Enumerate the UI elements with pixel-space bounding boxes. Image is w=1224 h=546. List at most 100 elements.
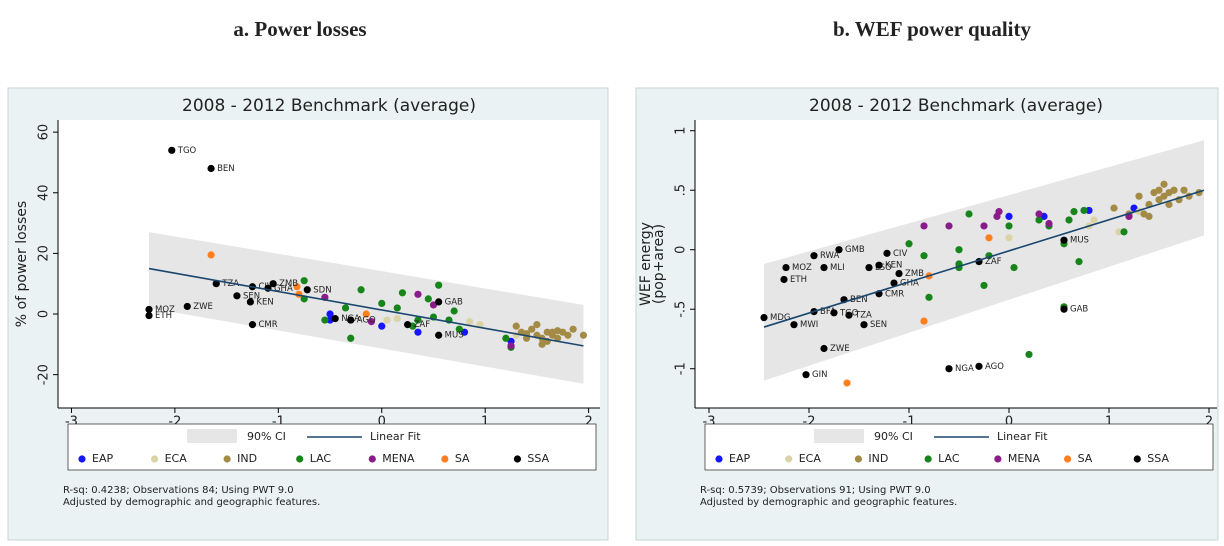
legend-label: IND bbox=[237, 452, 257, 465]
legend-label: EAP bbox=[92, 452, 113, 465]
data-point bbox=[890, 279, 898, 287]
data-point bbox=[347, 334, 355, 342]
data-point bbox=[1180, 186, 1188, 194]
legend-label: SA bbox=[455, 452, 470, 465]
legend-label: 90% CI bbox=[247, 430, 286, 443]
data-point bbox=[1065, 216, 1073, 224]
data-point bbox=[414, 328, 422, 336]
point-label: ZAF bbox=[985, 257, 1002, 267]
data-point bbox=[321, 316, 329, 324]
point-label: CIV bbox=[893, 249, 907, 259]
data-point bbox=[920, 252, 928, 260]
y-tick-label: -20 bbox=[37, 364, 52, 385]
data-point bbox=[293, 283, 301, 291]
data-point bbox=[183, 302, 191, 311]
data-point bbox=[269, 280, 277, 288]
data-point bbox=[875, 261, 883, 269]
point-label: CMR bbox=[885, 289, 904, 299]
data-point bbox=[362, 310, 370, 318]
data-point bbox=[435, 298, 443, 306]
point-label: AGO bbox=[357, 316, 376, 326]
data-point bbox=[920, 317, 928, 325]
data-point bbox=[810, 252, 818, 260]
data-point bbox=[233, 292, 241, 300]
data-point bbox=[980, 222, 988, 230]
data-point bbox=[303, 286, 311, 294]
data-point bbox=[404, 321, 412, 329]
x-tick-label: 0 bbox=[378, 415, 386, 430]
point-label: ZMB bbox=[905, 269, 924, 279]
point-label: MUS bbox=[445, 331, 464, 341]
legend-marker bbox=[223, 455, 231, 463]
data-point bbox=[1005, 222, 1013, 230]
point-label: MOZ bbox=[792, 263, 812, 273]
point-label: ZWE bbox=[830, 344, 850, 354]
legend-marker bbox=[785, 455, 793, 463]
data-point bbox=[1090, 216, 1098, 224]
note: Adjusted by demographic and geographic f… bbox=[700, 497, 957, 508]
x-tick-label: 2 bbox=[584, 415, 592, 430]
data-point bbox=[435, 281, 443, 289]
legend-label: Linear Fit bbox=[997, 430, 1048, 443]
point-label: ZAF bbox=[414, 320, 431, 330]
x-tick-label: 0 bbox=[1005, 415, 1013, 430]
data-point bbox=[1035, 210, 1043, 218]
data-point bbox=[347, 316, 355, 324]
legend-label: LAC bbox=[938, 452, 960, 465]
data-point bbox=[1060, 236, 1068, 244]
data-point bbox=[945, 365, 953, 373]
data-point bbox=[246, 298, 254, 306]
point-label: GHA bbox=[274, 284, 293, 294]
point-label: LSO bbox=[875, 263, 892, 273]
point-label: BEN bbox=[850, 295, 868, 305]
y-tick-label: -.5 bbox=[674, 301, 689, 318]
y-tick-label: .5 bbox=[674, 184, 689, 196]
data-point bbox=[883, 249, 891, 257]
data-point bbox=[1120, 228, 1128, 236]
data-point bbox=[895, 269, 903, 278]
point-label: TGO bbox=[177, 146, 197, 156]
data-point bbox=[579, 331, 588, 339]
data-point bbox=[569, 325, 577, 333]
data-point bbox=[865, 263, 873, 272]
data-point bbox=[985, 234, 993, 242]
y-axis-label: WEF energy bbox=[638, 222, 654, 306]
data-point bbox=[393, 314, 401, 323]
legend-label: IND bbox=[868, 452, 888, 465]
data-point bbox=[993, 212, 1001, 220]
data-point bbox=[760, 313, 768, 322]
data-point bbox=[378, 299, 386, 308]
point-label: BFA bbox=[820, 307, 836, 317]
point-label: MLI bbox=[830, 263, 845, 273]
legend-marker bbox=[1063, 455, 1072, 463]
data-point bbox=[1160, 192, 1168, 200]
y-tick-label: 0 bbox=[37, 310, 52, 318]
point-label: RWA bbox=[820, 251, 840, 261]
legend-label: MENA bbox=[1008, 452, 1041, 465]
legend-marker bbox=[78, 455, 86, 463]
point-label: SEN bbox=[243, 291, 260, 301]
point-label: KEN bbox=[256, 297, 273, 307]
data-point bbox=[835, 246, 843, 254]
point-label: ZWE bbox=[193, 302, 213, 312]
data-point bbox=[845, 311, 853, 319]
data-point bbox=[1165, 200, 1173, 209]
data-point bbox=[502, 334, 510, 342]
note: R-sq: 0.5739; Observations 91; Using PWT… bbox=[700, 485, 931, 496]
point-label: MUS bbox=[1070, 236, 1089, 246]
data-point bbox=[1135, 192, 1143, 200]
legend-marker bbox=[441, 455, 449, 463]
data-point bbox=[207, 251, 215, 259]
data-point bbox=[466, 318, 474, 326]
data-point bbox=[1080, 206, 1088, 215]
point-label: SEN bbox=[870, 320, 887, 330]
point-label: ETH bbox=[155, 311, 172, 321]
legend-label: 90% CI bbox=[874, 430, 913, 443]
legend-label: ECA bbox=[799, 452, 822, 465]
legend-marker bbox=[1133, 455, 1141, 463]
data-point bbox=[925, 293, 933, 301]
data-point bbox=[528, 325, 536, 333]
data-point bbox=[300, 277, 308, 285]
data-point bbox=[533, 321, 541, 329]
data-point bbox=[790, 321, 798, 329]
